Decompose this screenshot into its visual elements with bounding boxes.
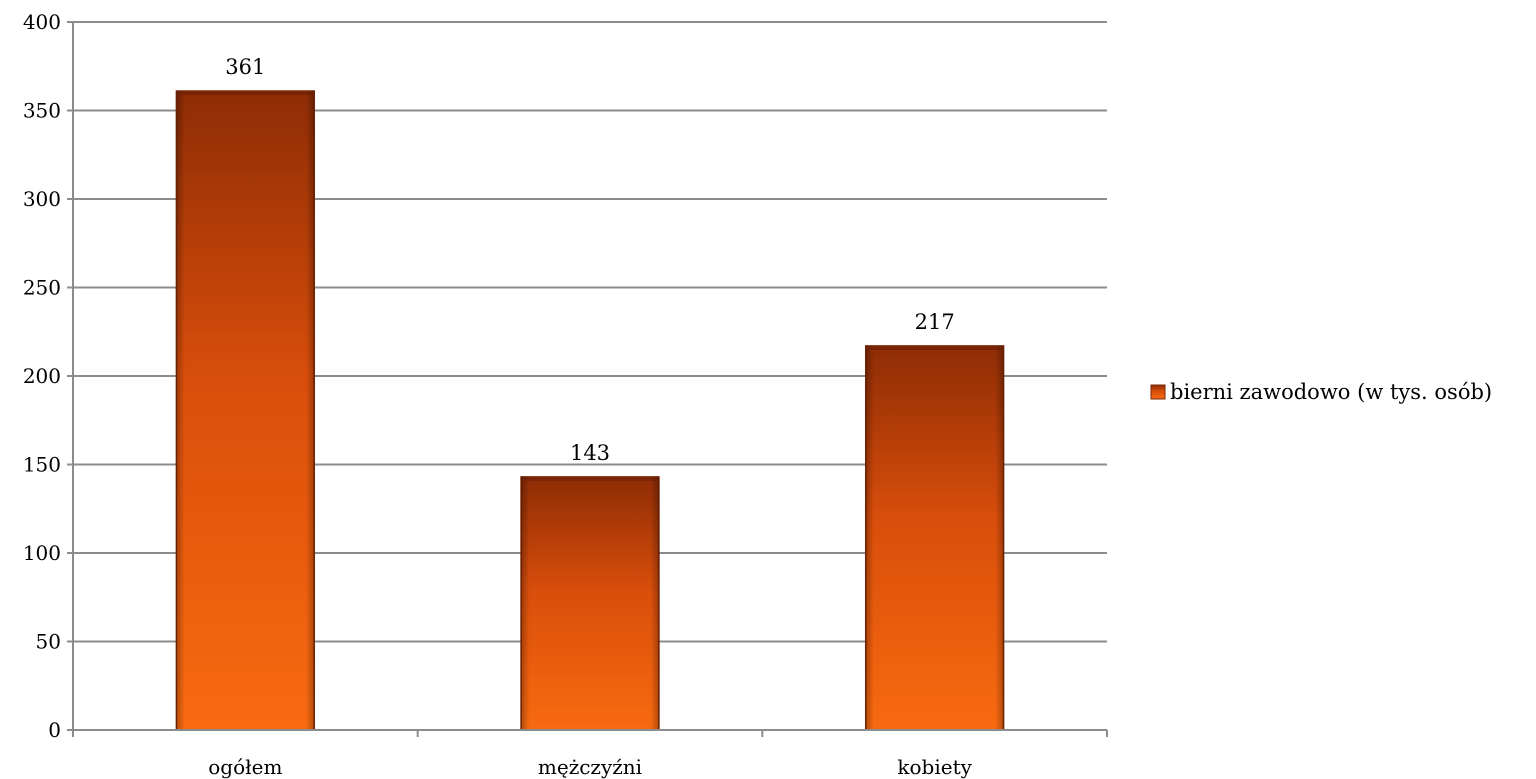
y-tick-label: 0 (48, 718, 61, 742)
y-tick-label: 400 (23, 10, 61, 34)
axes (67, 21, 1108, 737)
bars (175, 90, 1005, 731)
y-tick-label: 300 (23, 187, 61, 211)
bar (520, 476, 660, 731)
labels: 0 50 100 150 200 250 300 350 400 361 ogółem 143 mężc… (23, 10, 973, 779)
legend-swatch (1150, 384, 1166, 400)
data-label: 217 (915, 310, 955, 334)
x-category-label: mężczyźni (538, 755, 642, 779)
legend: bierni zawodowo (w tys. osób) (1150, 380, 1492, 404)
data-label: 143 (570, 441, 610, 465)
data-label: 361 (225, 55, 265, 79)
legend-label: bierni zawodowo (w tys. osób) (1170, 380, 1492, 404)
y-tick-label: 50 (36, 630, 61, 654)
y-tick-label: 350 (23, 99, 61, 123)
y-tick-label: 150 (23, 453, 61, 477)
x-category-label: kobiety (897, 755, 972, 779)
bar (175, 90, 316, 731)
y-tick-label: 250 (23, 276, 61, 300)
x-category-label: ogółem (208, 755, 282, 779)
bar (864, 345, 1005, 731)
y-tick-label: 100 (23, 541, 61, 565)
y-tick-label: 200 (23, 364, 61, 388)
